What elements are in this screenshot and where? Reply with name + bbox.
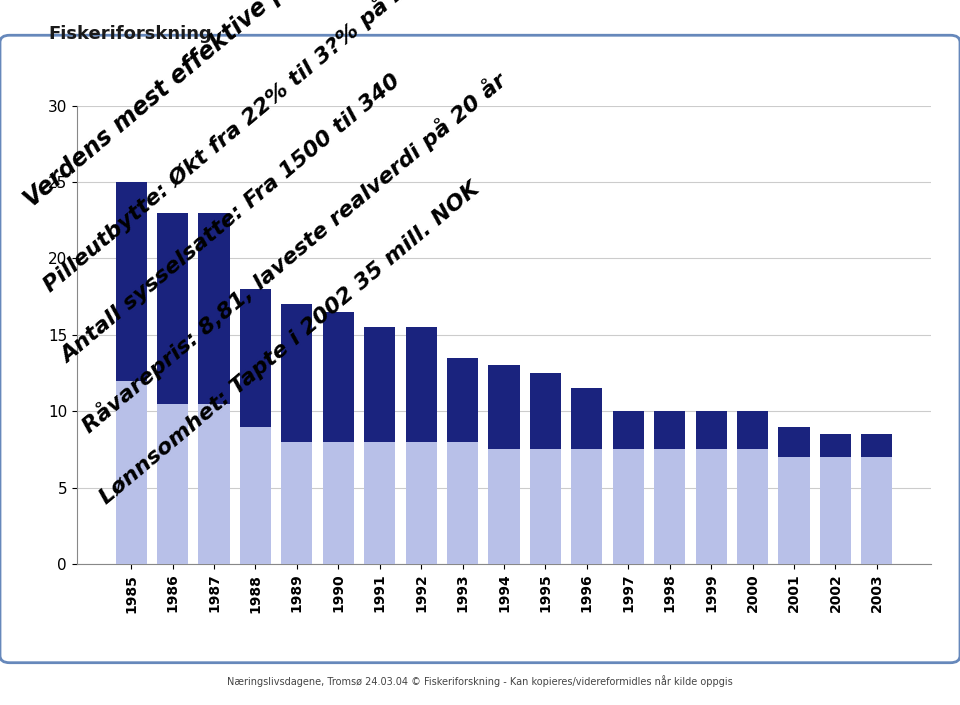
Text: Råvarepris: 8,81, laveste realverdi på 20 år: Råvarepris: 8,81, laveste realverdi på 2…	[77, 68, 510, 437]
Bar	[530, 373, 561, 450]
Text: Næringslivsdagene, Tromsø 24.03.04 © Fiskeriforskning - Kan kopieres/videreformi: Næringslivsdagene, Tromsø 24.03.04 © Fis…	[228, 675, 732, 687]
Bar	[323, 312, 354, 442]
Text: Pilleutbytte: Økt fra 22% til 3?% på 20 år: Pilleutbytte: Økt fra 22% til 3?% på 20 …	[38, 0, 448, 296]
Bar	[779, 457, 809, 564]
Bar	[737, 411, 768, 450]
Bar	[696, 450, 727, 564]
Bar	[571, 450, 602, 564]
Bar	[612, 411, 644, 450]
Text: Lønnsomhet: Tapte i 2002 35 mill. NOK: Lønnsomhet: Tapte i 2002 35 mill. NOK	[96, 178, 483, 508]
Bar	[489, 450, 519, 564]
Text: Verdens mest effektive produsenter: Verdens mest effektive produsenter	[19, 0, 404, 212]
Bar	[364, 442, 396, 564]
Bar	[737, 450, 768, 564]
Bar	[323, 442, 354, 564]
Text: Antall sysselsatte: Fra 1500 til 340: Antall sysselsatte: Fra 1500 til 340	[58, 70, 405, 367]
Bar	[115, 381, 147, 564]
Bar	[199, 403, 229, 564]
Bar	[447, 442, 478, 564]
Bar	[406, 442, 437, 564]
Bar	[115, 182, 147, 381]
Bar	[654, 450, 685, 564]
Bar	[779, 427, 809, 457]
Bar	[654, 411, 685, 450]
Bar	[364, 327, 396, 442]
Text: Fiskeriforskning: Fiskeriforskning	[48, 25, 212, 43]
Bar	[240, 289, 271, 427]
Bar	[281, 305, 312, 442]
Bar	[157, 403, 188, 564]
Bar	[861, 457, 893, 564]
Bar	[571, 388, 602, 450]
Bar	[406, 327, 437, 442]
Bar	[281, 442, 312, 564]
Bar	[240, 427, 271, 564]
Bar	[489, 365, 519, 450]
Bar	[696, 411, 727, 450]
Bar	[820, 434, 851, 457]
Bar	[157, 213, 188, 403]
Bar	[530, 450, 561, 564]
Bar	[612, 450, 644, 564]
Bar	[820, 457, 851, 564]
Bar	[861, 434, 893, 457]
Bar	[199, 213, 229, 403]
Bar	[447, 357, 478, 442]
